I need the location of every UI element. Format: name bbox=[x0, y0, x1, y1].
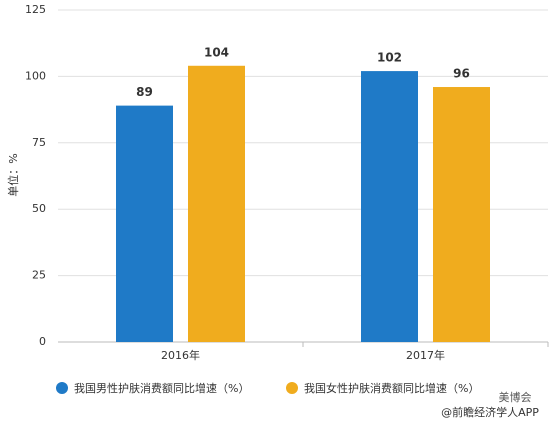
value-label: 102 bbox=[377, 51, 402, 65]
y-tick-label: 0 bbox=[39, 335, 46, 348]
y-tick-label: 125 bbox=[25, 3, 46, 16]
legend-label: 我国男性护肤消费额同比增速（%） bbox=[74, 381, 249, 395]
value-label: 89 bbox=[136, 85, 153, 99]
y-axis-label: 单位：% bbox=[6, 153, 20, 196]
y-tick-label: 100 bbox=[25, 69, 46, 82]
y-tick-label: 25 bbox=[32, 269, 46, 282]
bar bbox=[116, 105, 173, 342]
bar bbox=[361, 71, 418, 342]
bar bbox=[188, 65, 245, 342]
x-tick-label: 2016年 bbox=[161, 348, 200, 362]
legend-marker bbox=[56, 382, 68, 394]
x-tick-label: 2017年 bbox=[406, 348, 445, 362]
legend-marker bbox=[286, 382, 298, 394]
bar bbox=[433, 87, 490, 342]
value-label: 96 bbox=[453, 67, 470, 81]
legend-label: 我国女性护肤消费额同比增速（%） bbox=[304, 381, 479, 395]
watermark: @前瞻经济学人APP bbox=[441, 405, 539, 419]
value-label: 104 bbox=[204, 45, 229, 59]
y-tick-label: 75 bbox=[32, 136, 46, 149]
y-tick-label: 50 bbox=[32, 202, 46, 215]
watermark: 美博会 bbox=[499, 391, 532, 404]
